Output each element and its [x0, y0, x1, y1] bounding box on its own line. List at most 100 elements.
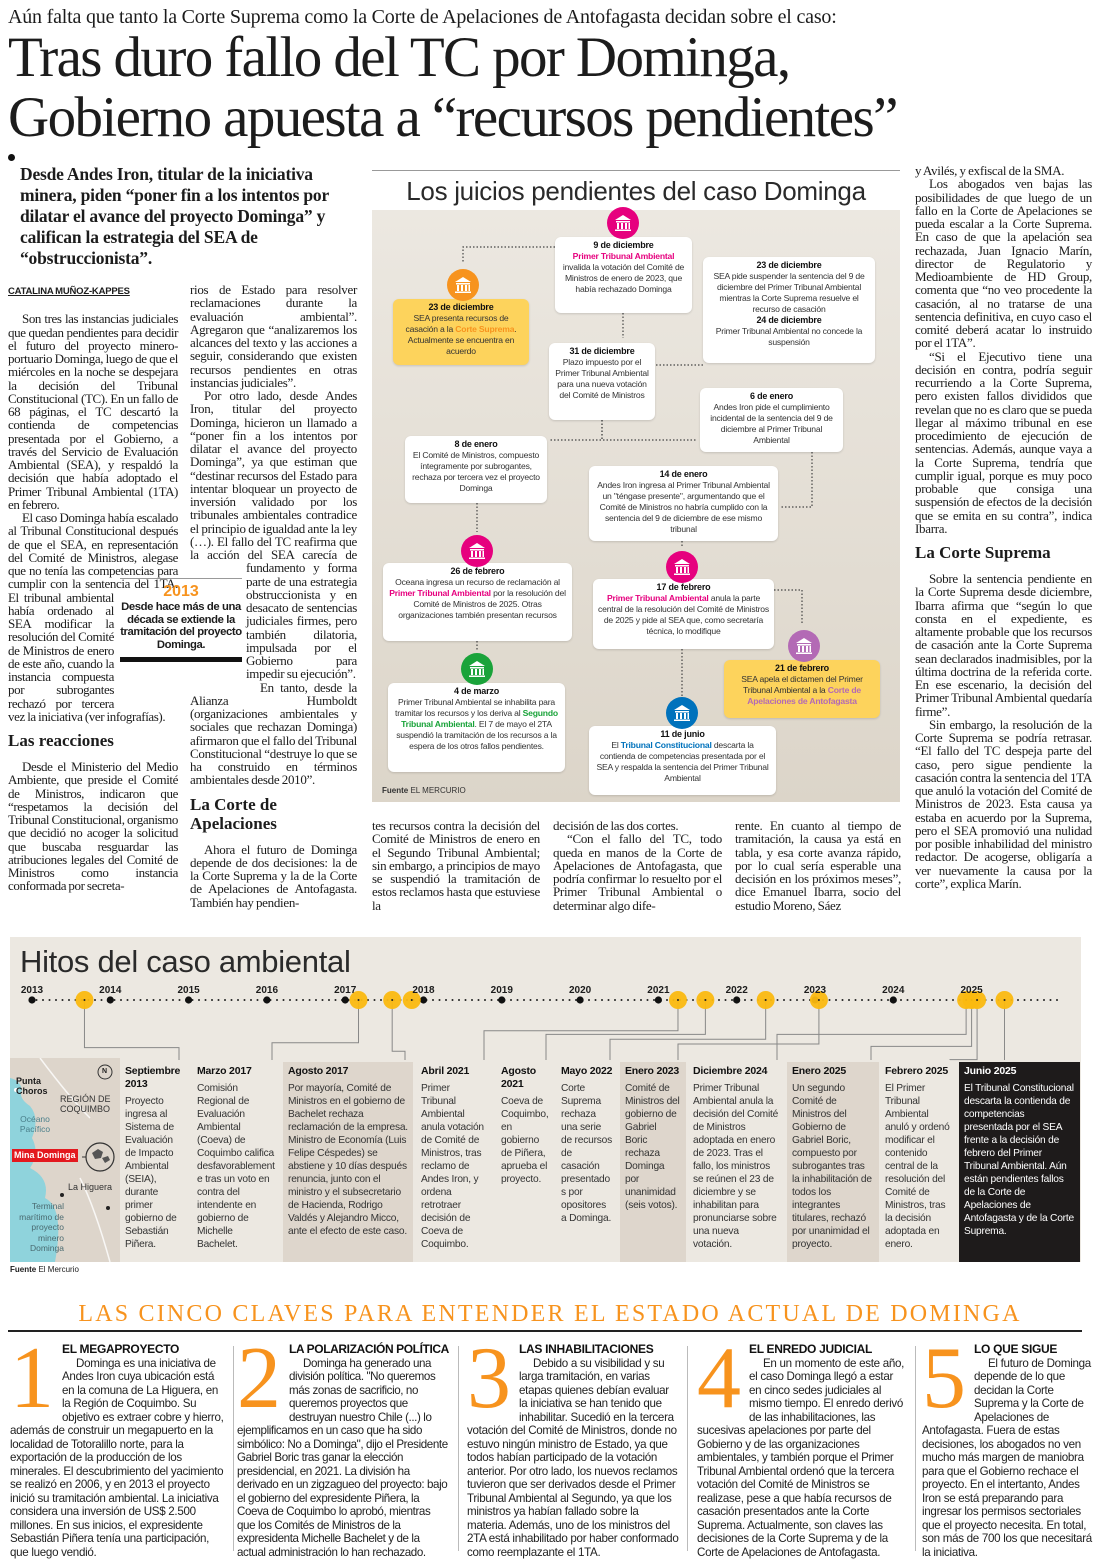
infographic-flowchart: 9 de diciembre Primer Tribunal Ambiental i…	[372, 207, 900, 802]
headline-line-2: Gobierno apuesta a “recursos pendientes”	[8, 86, 898, 149]
court-name: Corte de Apelaciones de Antofagasta	[747, 685, 861, 706]
column-divider	[915, 1346, 916, 1551]
timeline-card: Febrero 2025 El Primer Tribunal Ambiental…	[880, 1062, 958, 1262]
card-date: Mayo 2022	[561, 1065, 613, 1077]
event-box: 6 de enero Andes Iron pide el cumplimient…	[700, 388, 843, 452]
event-text: . Actualmente se encuentra en acuerdo	[407, 324, 517, 356]
year-label: 2019	[490, 985, 513, 996]
card-date: Marzo 2017	[197, 1065, 252, 1077]
court-name: Primer Tribunal Ambiental	[606, 593, 709, 603]
event-date: 23 de diciembre	[428, 302, 494, 312]
timeline-connector	[776, 1000, 967, 1060]
connector-line	[774, 589, 803, 625]
deck: Desde Andes Iron, titular de la iniciati…	[20, 164, 329, 268]
article-column-3: tes recursos contra la decisión del Comi…	[372, 819, 540, 912]
event-box: 11 de junio El Tribunal Constitucional de…	[589, 726, 776, 795]
subheading: Las reacciones	[8, 731, 114, 750]
event-text: descarta la contienda de competencias pr…	[596, 740, 769, 783]
year-tick	[185, 996, 193, 1004]
card-text: Un segundo Comité de Ministros del Gobie…	[792, 1083, 872, 1250]
card-text: El Tribunal Constitucional descarta la c…	[964, 1083, 1074, 1237]
paragraph: “Con el fallo del TC, todo queda en mano…	[553, 831, 722, 913]
court-name: Primer Tribunal Ambiental	[389, 588, 491, 598]
timeline-card: Diciembre 2024 Primer Tribunal Ambiental …	[688, 1062, 785, 1262]
timeline-title: Hitos del caso ambiental	[20, 944, 351, 979]
compass-north-icon: N	[102, 1068, 108, 1075]
event-text: por la resolución del Comité de Ministro…	[398, 588, 566, 620]
timeline-connector	[391, 1000, 406, 1060]
card-text: Por mayoría, Comité de Ministros en el g…	[288, 1083, 408, 1237]
card-text: El Primer Tribunal Ambiental anuló y ord…	[885, 1083, 950, 1250]
paragraph: rios de Estado para resolver reclamacion…	[190, 282, 357, 390]
card-date: Diciembre 2024	[693, 1065, 768, 1077]
card-date: Agosto 2017	[288, 1065, 349, 1077]
courthouse-icon	[447, 269, 479, 301]
event-text: Andes Iron pide el cumplimiento incident…	[710, 402, 833, 445]
paragraph: Sobre la sentencia pendiente en la Corte…	[915, 571, 1092, 719]
year-label: 2023	[803, 985, 827, 996]
key-title: LAS INHABILITACIONES	[519, 1342, 654, 1356]
key-text: En un momento de este año, el caso Domin…	[697, 1356, 905, 1559]
card-text: Coeva de Coquimbo, en gobierno de Piñera…	[501, 1096, 549, 1185]
connector-line	[780, 452, 813, 508]
court-name: Corte Suprema	[455, 324, 515, 334]
event-box: 23 de diciembre SEA pide suspender la sen…	[703, 257, 875, 363]
timeline-connector	[949, 1000, 978, 1061]
key-text: Debido a su visibilidad y su larga trami…	[467, 1356, 679, 1559]
year-label: 2025	[960, 985, 983, 996]
event-text: Andes Iron ingresa al Primer Tribunal Am…	[597, 480, 770, 534]
paragraph: El caso Dominga había escalado al Tribun…	[8, 510, 178, 724]
event-box: 26 de febrero Oceana ingresa un recurso d…	[383, 563, 572, 641]
card-date: Septiembre 2013	[125, 1065, 181, 1090]
year-tick	[498, 996, 506, 1004]
year-tick	[889, 996, 897, 1004]
event-text: SEA presenta recursos de casación a la	[405, 313, 509, 334]
event-text: anula la parte central de la resolución …	[598, 593, 769, 636]
event-text: Primer Tribunal Ambiental se inhabilita …	[395, 697, 555, 718]
event-text: SEA apela el dictamen del Primer Tribuna…	[741, 674, 863, 695]
key-item: 2 LA POLARIZACIÓN POLÍTICA Dominga ha gene…	[237, 1335, 450, 1559]
key-title: EL ENREDO JUDICIAL	[749, 1342, 873, 1356]
source-label: Fuente	[10, 1265, 37, 1274]
map-label-mina-dominga: Mina Dominga	[12, 1149, 78, 1162]
card-date: Enero 2025	[792, 1065, 847, 1077]
key-text: El futuro de Dominga depende de lo que d…	[922, 1356, 1092, 1559]
article-column-2: rios de Estado para resolver reclamacion…	[190, 283, 357, 909]
year-label: 2022	[725, 985, 748, 996]
event-box: 8 de enero El Comité de Ministros, compue…	[405, 436, 547, 503]
connector-line	[549, 420, 603, 441]
map-shapes	[10, 1058, 115, 1262]
event-date: 21 de febrero	[775, 663, 829, 673]
key-number: 5	[922, 1330, 966, 1427]
column-divider	[233, 1346, 234, 1551]
keys-section-title: LAS CINCO CLAVES PARA ENTENDER EL ESTADO…	[78, 1301, 1022, 1327]
paragraph: Sin embargo, la resolución de la Corte S…	[915, 716, 1092, 891]
article-column-6: y Avilés, y exfiscal de la SMA. Los abog…	[915, 164, 1092, 890]
timeline-card: Junio 2025 El Tribunal Constitucional des…	[959, 1062, 1080, 1262]
source-name: EL MERCURIO	[410, 786, 466, 795]
event-text: invalida la votación del Comité de Minis…	[562, 262, 685, 294]
key-number: 3	[467, 1330, 511, 1427]
year-label: 2017	[334, 985, 357, 996]
event-text: . El 7 de mayo el 2TA suspendió la trami…	[396, 719, 557, 751]
timeline-card: Agosto 2021 Coeva de Coquimbo, en gobiern…	[496, 1062, 554, 1262]
event-box: 31 de diciembre Plazo impuesto por el Pri…	[549, 343, 655, 420]
timeline-card: Agosto 2017 Por mayoría, Comité de Minist…	[283, 1062, 413, 1262]
year-label: 2013	[20, 985, 44, 996]
paragraph: y Avilés, y exfiscal de la SMA.	[915, 163, 1065, 178]
timeline-connector	[83, 1000, 180, 1060]
year-label: 2016	[255, 985, 279, 996]
paragraph: tes recursos contra la decisión del Comi…	[372, 818, 540, 913]
card-text: Comité de Ministros del gobierno de Gabr…	[625, 1083, 680, 1211]
event-date: 4 de marzo	[453, 686, 500, 696]
timeline-card: Enero 2023 Comité de Ministros del gobier…	[620, 1062, 686, 1262]
key-number: 4	[697, 1330, 741, 1427]
card-text: Corte Suprema rechaza una serie de recur…	[561, 1083, 613, 1224]
court-name: Tribunal Constitucional	[620, 740, 712, 750]
year-tick	[419, 996, 428, 1004]
event-text: SEA pide suspender la sentencia del 9 de…	[713, 271, 865, 314]
courthouse-icon	[607, 207, 639, 239]
event-box: 23 de diciembre SEA presenta recursos de …	[393, 299, 529, 365]
event-text: Oceana ingresa un recurso de reclamación…	[395, 577, 560, 587]
key-item: 1 EL MEGAPROYECTO Dominga es una iniciativ…	[10, 1335, 225, 1559]
